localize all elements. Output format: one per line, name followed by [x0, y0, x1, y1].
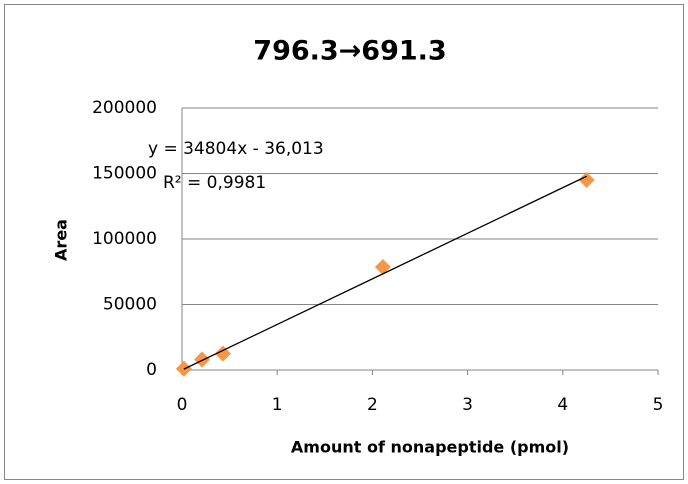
- y-tick-label: 200000: [92, 98, 157, 118]
- y-axis-title: Area: [52, 219, 71, 261]
- x-tick-label: 1: [272, 395, 283, 415]
- data-point: [578, 172, 595, 189]
- y-tick-label: 50000: [103, 295, 157, 315]
- x-tick-label: 4: [557, 395, 568, 415]
- x-axis-title: Amount of nonapeptide (pmol): [291, 438, 569, 457]
- x-tick-label: 2: [367, 395, 378, 415]
- y-tick-label: 150000: [92, 164, 157, 184]
- data-point: [374, 259, 391, 276]
- data-point: [193, 351, 210, 368]
- annotation: y = 34804x - 36,013: [148, 139, 324, 159]
- y-tick-label: 0: [146, 360, 157, 380]
- annotation: R² = 0,9981: [163, 173, 266, 193]
- trendline: [183, 175, 587, 370]
- chart-title: 796.3→691.3: [253, 36, 446, 67]
- x-tick-label: 0: [177, 395, 188, 415]
- x-tick-label: 5: [653, 395, 664, 415]
- data-point: [214, 345, 231, 362]
- x-tick-label: 3: [462, 395, 473, 415]
- chart-border: [4, 4, 684, 480]
- y-tick-label: 100000: [92, 229, 157, 249]
